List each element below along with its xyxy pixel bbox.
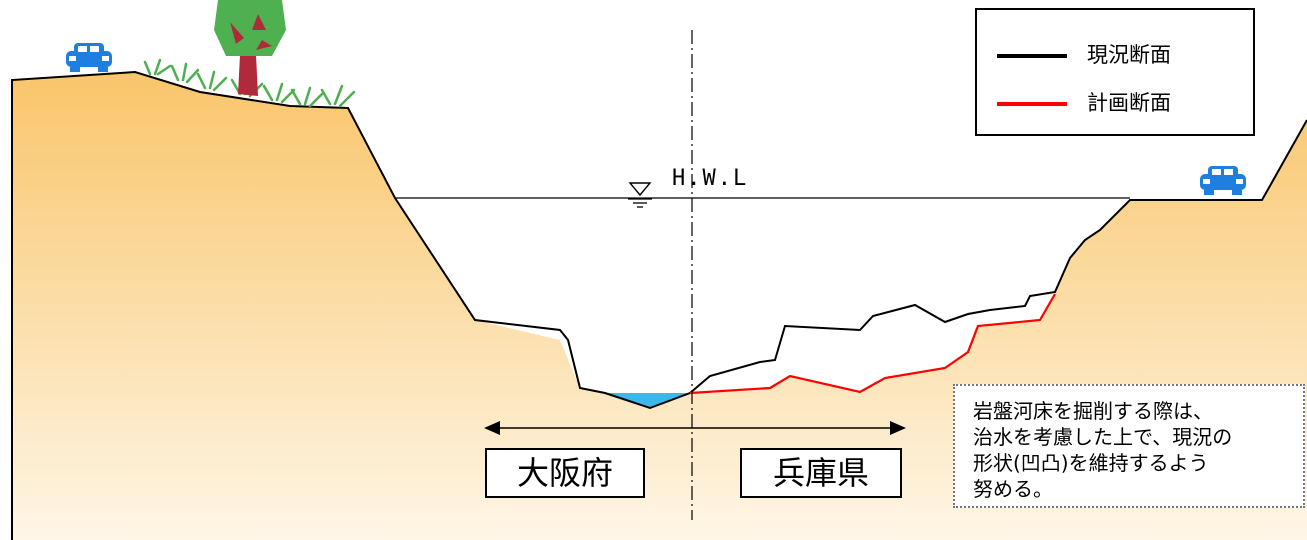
legend: 現況断面 計画断面	[975, 8, 1255, 136]
note-line: 形状(凹凸)を維持するよう	[973, 451, 1209, 475]
legend-label-planned: 計画断面	[1087, 91, 1171, 115]
region-label-osaka: 大阪府	[485, 448, 645, 498]
double-arrow-icon	[484, 421, 906, 435]
legend-item-planned: 計画断面	[977, 88, 1253, 118]
tree-icon	[214, 0, 286, 96]
car-icon	[66, 43, 112, 72]
planned-section-line	[689, 293, 1056, 395]
water-level-icon	[628, 182, 652, 208]
note-line: 努める。	[973, 477, 1053, 501]
legend-line-current	[997, 54, 1067, 58]
current-section-line	[11, 70, 1307, 540]
legend-label-current: 現況断面	[1087, 43, 1171, 67]
region-label-hyogo: 兵庫県	[740, 448, 902, 498]
water-surface	[605, 393, 690, 408]
legend-line-planned	[997, 102, 1067, 106]
car-icon	[1200, 166, 1246, 195]
note-line: 岩盤河床を掘削する際は、	[973, 399, 1213, 423]
note-line: 治水を考慮した上で、現況の	[973, 425, 1233, 449]
legend-item-current: 現況断面	[977, 40, 1253, 70]
high-water-level-label: H.W.L	[672, 166, 749, 191]
note-box: 岩盤河床を掘削する際は、 治水を考慮した上で、現況の 形状(凹凸)を維持するよう…	[953, 384, 1305, 508]
